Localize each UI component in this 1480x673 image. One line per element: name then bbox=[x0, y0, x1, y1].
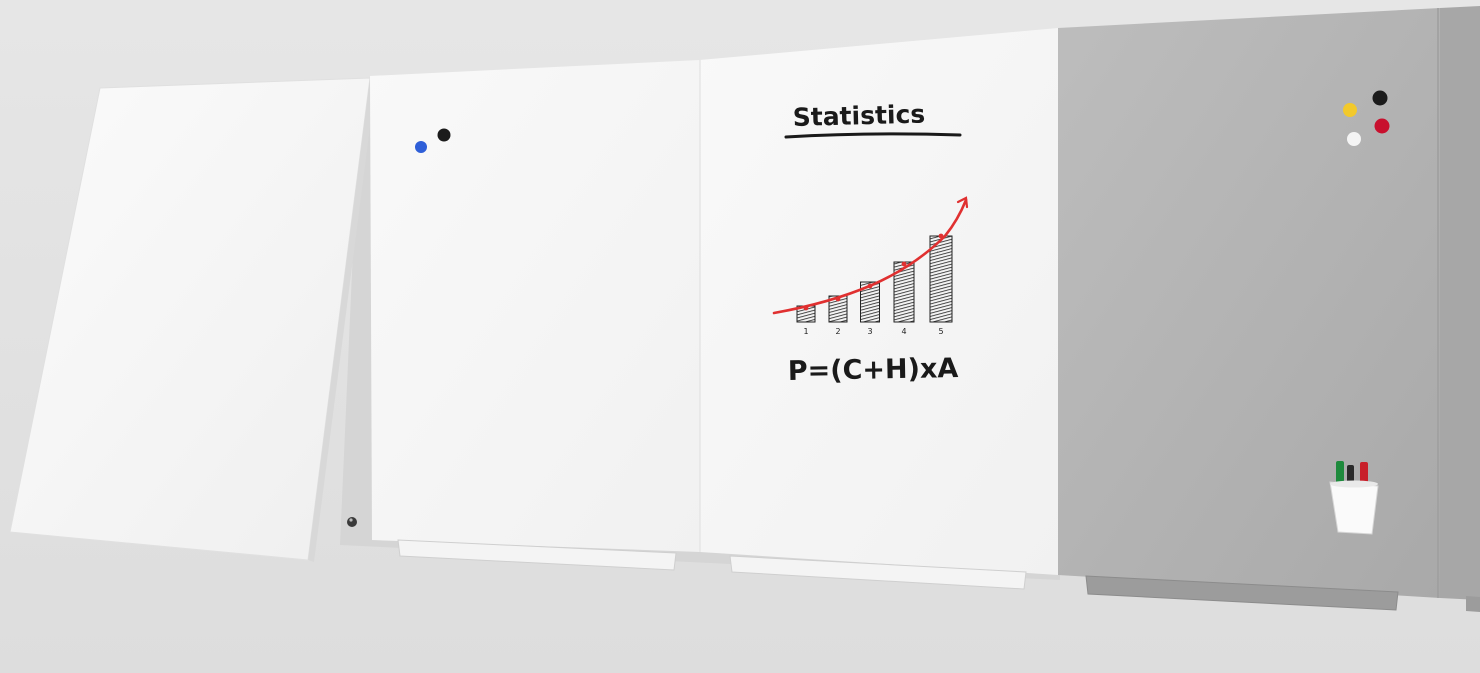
sketch-bar bbox=[929, 235, 953, 323]
blue-magnet[interactable] bbox=[415, 141, 427, 153]
sketch-tick-label: 3 bbox=[867, 327, 872, 336]
sketch-tick-label: 4 bbox=[901, 327, 906, 336]
statistics-title: Statistics bbox=[792, 100, 925, 132]
statistics-board-tray bbox=[729, 555, 1027, 590]
marker-cup-body bbox=[1329, 481, 1379, 535]
sketch-tick-label: 1 bbox=[803, 327, 808, 336]
sketch-tick-label: 5 bbox=[938, 327, 943, 336]
marker-cup-rim bbox=[1330, 480, 1378, 488]
trend-line bbox=[772, 198, 968, 315]
dark-marker-icon[interactable] bbox=[1347, 465, 1354, 485]
black-magnet-2[interactable] bbox=[1372, 90, 1388, 106]
yellow-magnet[interactable] bbox=[1343, 103, 1357, 117]
formula-text: P=(C+H)xA bbox=[788, 353, 959, 387]
magnetic-panel-tray bbox=[1085, 575, 1399, 611]
white-magnet[interactable] bbox=[1347, 132, 1361, 146]
statistics-sketch-chart: 1 2 3 4 5 bbox=[772, 196, 969, 336]
middle-board-tray bbox=[397, 539, 677, 571]
trend-point bbox=[901, 261, 907, 267]
trend-point bbox=[835, 296, 841, 302]
wall-mount-pin-highlight bbox=[349, 518, 353, 522]
green-marker-icon[interactable] bbox=[1336, 461, 1344, 483]
trend-point bbox=[938, 233, 944, 239]
red-marker-icon[interactable] bbox=[1360, 462, 1368, 484]
title-underline bbox=[784, 132, 962, 139]
black-magnet[interactable] bbox=[437, 128, 451, 142]
wall-mount-pin bbox=[347, 517, 357, 527]
middle-whiteboard-panel bbox=[370, 60, 700, 552]
sketch-bar bbox=[828, 295, 848, 323]
sketch-bar bbox=[860, 281, 880, 323]
trend-point bbox=[803, 305, 809, 311]
red-magnet[interactable] bbox=[1374, 118, 1390, 134]
sketch-tick-label: 2 bbox=[835, 327, 840, 336]
magnetic-panel-side bbox=[1440, 6, 1480, 600]
right-edge-tray bbox=[1466, 596, 1480, 612]
trend-arrow-icon bbox=[956, 196, 969, 209]
trend-point bbox=[867, 283, 873, 289]
left-whiteboard-edge bbox=[308, 78, 376, 562]
marker-cup[interactable] bbox=[1329, 461, 1379, 535]
magnetic-glass-panel bbox=[1058, 8, 1440, 598]
